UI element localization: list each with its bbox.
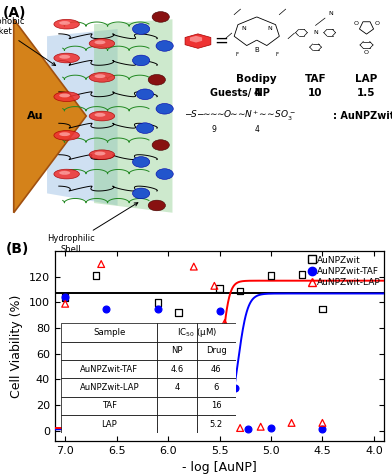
Ellipse shape	[59, 21, 70, 25]
Polygon shape	[14, 19, 86, 213]
Point	[154, 299, 161, 306]
Circle shape	[132, 55, 150, 66]
Ellipse shape	[89, 39, 115, 48]
Polygon shape	[185, 34, 211, 48]
Circle shape	[132, 156, 150, 167]
Point	[62, 293, 68, 301]
Text: TAF: TAF	[305, 73, 327, 83]
Ellipse shape	[54, 130, 79, 140]
Text: N: N	[242, 26, 247, 31]
Point	[268, 272, 274, 279]
Ellipse shape	[59, 55, 70, 59]
Text: 4: 4	[254, 125, 259, 134]
Point	[319, 426, 325, 433]
Point	[98, 260, 104, 268]
Ellipse shape	[59, 93, 70, 98]
Circle shape	[132, 24, 150, 34]
Text: N: N	[328, 10, 333, 16]
Text: B: B	[254, 47, 259, 53]
Ellipse shape	[54, 169, 79, 179]
Ellipse shape	[54, 53, 79, 63]
Point	[237, 424, 243, 432]
Circle shape	[132, 188, 150, 199]
Point	[62, 300, 68, 308]
Point	[191, 263, 197, 270]
Point	[221, 319, 228, 327]
Text: Hydrophilic
Shell: Hydrophilic Shell	[47, 203, 138, 254]
Point	[93, 272, 99, 279]
Point	[319, 305, 325, 313]
Circle shape	[148, 74, 165, 85]
Ellipse shape	[89, 73, 115, 82]
Point	[289, 419, 295, 427]
Text: O: O	[375, 21, 379, 27]
Point	[245, 426, 252, 433]
Ellipse shape	[59, 132, 70, 136]
Text: N: N	[313, 30, 318, 35]
Point	[211, 282, 218, 290]
Legend: AuNPZwit, AuNPZwit-TAF, AuNPZwit-LAP: AuNPZwit, AuNPZwit-TAF, AuNPZwit-LAP	[307, 254, 383, 289]
Circle shape	[152, 140, 169, 150]
Text: O: O	[364, 50, 369, 55]
Circle shape	[156, 169, 173, 179]
Text: (B): (B)	[6, 242, 29, 256]
Ellipse shape	[54, 92, 79, 101]
Point	[154, 305, 161, 313]
Point	[62, 293, 68, 301]
Polygon shape	[190, 36, 202, 43]
Text: Hydrophobic
Pocket: Hydrophobic Pocket	[0, 17, 56, 65]
Text: Bodipy: Bodipy	[236, 73, 277, 83]
Circle shape	[152, 11, 169, 22]
Text: 4: 4	[253, 88, 260, 98]
Text: Guests/ NP: Guests/ NP	[210, 88, 270, 98]
Point	[216, 284, 223, 292]
Text: F: F	[275, 52, 278, 57]
Text: N: N	[267, 26, 272, 31]
Polygon shape	[47, 29, 118, 206]
Point	[216, 308, 223, 315]
Ellipse shape	[94, 40, 105, 44]
Ellipse shape	[89, 111, 115, 121]
Point	[232, 384, 238, 392]
Text: (A): (A)	[3, 6, 27, 20]
Y-axis label: Cell Viability (%): Cell Viability (%)	[10, 294, 24, 398]
Circle shape	[136, 123, 154, 134]
Text: $-\!S\!-\!\!\!\sim\!\!\!\sim\!\!\!\sim\!O\!\!\sim\!\!\sim\!\!N^+\!\!\sim\!\!\sim: $-\!S\!-\!\!\!\sim\!\!\!\sim\!\!\!\sim\!…	[184, 109, 296, 123]
Text: Au: Au	[27, 111, 44, 121]
Point	[103, 305, 109, 313]
Circle shape	[156, 103, 173, 114]
X-axis label: - log [AuNP]: - log [AuNP]	[182, 461, 257, 474]
Point	[268, 424, 274, 432]
Text: F: F	[235, 52, 238, 57]
Text: LAP: LAP	[356, 73, 377, 83]
Text: 10: 10	[309, 88, 323, 98]
Text: O: O	[354, 21, 358, 27]
Point	[299, 271, 305, 278]
Ellipse shape	[94, 113, 105, 117]
Point	[175, 309, 181, 317]
Ellipse shape	[94, 74, 105, 78]
Circle shape	[148, 200, 165, 211]
Ellipse shape	[89, 150, 115, 160]
Ellipse shape	[54, 19, 79, 29]
Circle shape	[136, 89, 154, 100]
Text: 1.5: 1.5	[357, 88, 376, 98]
Text: : AuNPZwit: : AuNPZwit	[333, 111, 392, 121]
Polygon shape	[94, 19, 172, 213]
Ellipse shape	[59, 171, 70, 175]
Text: =: =	[214, 32, 229, 50]
Circle shape	[156, 41, 173, 51]
Point	[319, 419, 325, 427]
Text: 9: 9	[211, 125, 216, 134]
Point	[237, 287, 243, 295]
Point	[258, 423, 264, 430]
Ellipse shape	[94, 152, 105, 155]
